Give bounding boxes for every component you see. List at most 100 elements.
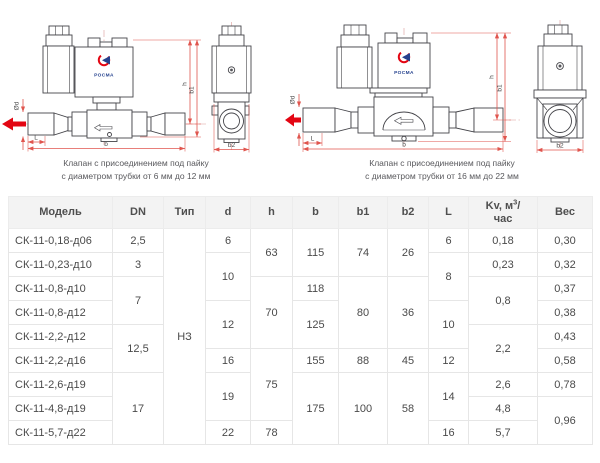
cell-model: СК-11-0,8-д12 xyxy=(8,300,113,325)
dimension-diameter: Ød xyxy=(290,94,302,146)
cell-kv: 5,7 xyxy=(468,420,538,445)
table-row: СК-11-2,2-д12 12,5 2,2 0,43 xyxy=(8,324,593,373)
cell-kv: 0,8 xyxy=(468,276,538,325)
dim-label-b2: b2 xyxy=(228,142,236,149)
dimension-b1: b1 xyxy=(418,32,511,142)
brand-name: РОСМА xyxy=(394,70,414,76)
dimension-h: h xyxy=(133,39,201,125)
table-row: СК-11-0,18-д06 2,5 НЗ 6 63 115 74 26 6 0… xyxy=(8,228,593,445)
cell-kv: 2,6 xyxy=(468,372,538,397)
dim-label-l: L xyxy=(34,135,38,142)
header-kv: Kv, м3/час xyxy=(468,196,538,229)
cell-d: 12 xyxy=(205,300,251,349)
cell-weight: 0,43 xyxy=(537,324,593,349)
side-view xyxy=(533,24,587,143)
dimension-b1: b1 xyxy=(140,39,201,138)
cell-weight: 0,58 xyxy=(537,348,593,373)
cell-b: 155 xyxy=(292,348,339,373)
cell-dn: 12,5 xyxy=(112,324,164,373)
caption-line: Клапан с присоединением под пайку xyxy=(63,158,209,168)
cell-model: СК-11-4,8-д19 xyxy=(8,396,113,421)
cell-weight: 0,38 xyxy=(537,300,593,325)
cell-kv: 0,18 xyxy=(468,228,538,253)
spec-table: Модель DN Тип d h b b1 b2 L Kv, м3/час В… xyxy=(8,196,593,445)
cell-kv: 0,23 xyxy=(468,252,538,277)
brand-name: РОСМА xyxy=(94,73,114,79)
rosma-logo: РОСМА xyxy=(394,50,414,76)
caption-line: с диаметром трубки от 6 мм до 12 мм xyxy=(61,170,211,181)
cell-h: 75 xyxy=(250,348,293,421)
cell-d: 22 xyxy=(205,420,251,445)
header-h: h xyxy=(250,196,293,229)
dimension-b2: b2 xyxy=(536,140,584,153)
dim-label-l: L xyxy=(311,136,315,143)
header-model: Модель xyxy=(8,196,113,229)
table-row: СК-11-2,6-д19 17 19 175 100 58 14 2,6 0,… xyxy=(8,372,593,445)
cell-d: 6 xyxy=(205,228,251,253)
table-row: СК-11-4,8-д19 4,8 0,96 xyxy=(8,396,593,445)
flow-direction-arrow-icon xyxy=(2,117,26,131)
cell-model: СК-11-0,8-д10 xyxy=(8,276,113,301)
caption-line: Клапан с присоединением под пайку xyxy=(369,158,515,168)
cell-d: 10 xyxy=(205,252,251,301)
dimension-h: h xyxy=(431,32,511,121)
rosma-logo-arrow-icon xyxy=(102,56,110,65)
cell-d: 19 xyxy=(205,372,251,421)
dim-label-b1: b1 xyxy=(497,84,504,92)
cell-model: СК-11-2,2-д12 xyxy=(8,324,113,349)
table-row: СК-11-0,8-д10 7 70 118 80 36 0,8 0,37 xyxy=(8,276,593,349)
cell-b2: 26 xyxy=(387,228,429,277)
table-row: СК-11-0,23-д10 3 10 8 0,23 0,32 xyxy=(8,252,593,301)
header-l: L xyxy=(428,196,469,229)
pipe-assembly xyxy=(302,96,504,142)
cell-l: 12 xyxy=(428,348,469,373)
dimension-b2: b2 xyxy=(213,104,250,153)
header-b: b xyxy=(292,196,339,229)
cell-l: 14 xyxy=(428,372,469,421)
solenoid-coil xyxy=(336,24,373,89)
dimension-b: b xyxy=(27,136,186,152)
dim-label-h: h xyxy=(489,75,496,79)
flow-mark-icon xyxy=(93,123,113,132)
dim-label-b1: b1 xyxy=(189,86,196,94)
cell-kv: 4,8 xyxy=(468,396,538,421)
cell-b2: 36 xyxy=(387,276,429,349)
cell-weight: 0,78 xyxy=(537,372,593,397)
cell-b1: 88 xyxy=(338,348,388,373)
cell-b2: 58 xyxy=(387,372,429,445)
dimension-diameter: Ød xyxy=(14,99,26,150)
cell-d: 16 xyxy=(205,348,251,373)
header-weight: Вес xyxy=(537,196,593,229)
solenoid-coil xyxy=(42,25,75,94)
cell-b1: 100 xyxy=(338,372,388,445)
cell-type: НЗ xyxy=(163,228,206,445)
cell-b: 115 xyxy=(292,228,339,277)
rosma-logo-arrow-icon xyxy=(402,53,410,62)
cell-b: 175 xyxy=(292,372,339,445)
cell-kv: 2,2 xyxy=(468,324,538,373)
pipe-assembly xyxy=(27,109,186,142)
cell-l: 10 xyxy=(428,300,469,349)
cell-model: СК-11-0,23-д10 xyxy=(8,252,113,277)
cell-model: СК-11-5,7-д22 xyxy=(8,420,113,445)
cell-dn: 2,5 xyxy=(112,228,164,253)
cell-l: 8 xyxy=(428,252,469,301)
cell-l: 6 xyxy=(428,228,469,253)
side-view xyxy=(211,25,252,143)
dimension-l: L xyxy=(27,135,46,152)
dim-label-b2: b2 xyxy=(556,143,564,150)
cell-weight: 0,37 xyxy=(537,276,593,301)
header-b1: b1 xyxy=(338,196,388,229)
rosma-logo: РОСМА xyxy=(94,53,114,79)
cell-model: СК-11-2,2-д16 xyxy=(8,348,113,373)
cell-model: СК-11-2,6-д19 xyxy=(8,372,113,397)
header-d: d xyxy=(205,196,251,229)
cell-weight: 0,30 xyxy=(537,228,593,253)
cell-b1: 80 xyxy=(338,276,388,349)
dim-label-b: b xyxy=(402,142,406,149)
valve-body xyxy=(74,37,134,111)
cell-h: 70 xyxy=(250,276,293,349)
table-header-row: Модель DN Тип d h b b1 b2 L Kv, м3/час В… xyxy=(8,196,593,229)
cell-h: 78 xyxy=(250,420,293,445)
